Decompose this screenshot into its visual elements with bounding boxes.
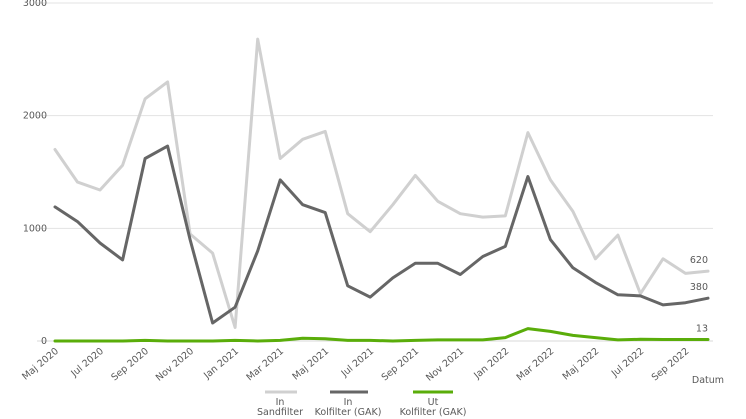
legend-item-ut-kolfilter: Ut Kolfilter (GAK) xyxy=(400,390,467,418)
x-tick-label: Mar 2021 xyxy=(244,346,286,383)
y-axis-ticks: 0 1000 2000 3000 xyxy=(23,0,47,347)
x-tick-label: Jul 2022 xyxy=(609,346,646,380)
x-tick-label: Jan 2021 xyxy=(201,346,241,382)
series-line xyxy=(53,327,710,343)
x-tick-label: Nov 2020 xyxy=(154,346,196,384)
legend-label-line1: In xyxy=(344,397,353,408)
x-tick-label: Maj 2020 xyxy=(20,346,61,383)
x-tick-label: Nov 2021 xyxy=(424,346,466,384)
x-axis-title: Datum xyxy=(692,375,724,386)
legend-label-line2: Sandfilter xyxy=(257,407,303,418)
y-tick-label: 2000 xyxy=(23,111,47,122)
x-tick-label: Sep 2021 xyxy=(380,346,422,383)
x-tick-label: Jul 2020 xyxy=(69,346,106,380)
x-tick-label: Mar 2022 xyxy=(515,346,557,383)
end-value-label: 380 xyxy=(690,282,708,293)
x-tick-label: Sep 2020 xyxy=(109,346,151,383)
legend-item-in-sandfilter: In Sandfilter xyxy=(257,390,303,418)
end-value-label: 620 xyxy=(690,255,708,266)
x-tick-label: Maj 2022 xyxy=(561,346,602,383)
legend-item-in-kolfilter: In Kolfilter (GAK) xyxy=(315,390,382,418)
x-tick-label: Maj 2021 xyxy=(290,346,331,383)
x-tick-label: Jul 2021 xyxy=(339,346,376,380)
legend-label-line1: Ut xyxy=(428,397,439,408)
x-tick-label: Jan 2022 xyxy=(471,346,511,382)
y-tick-label: 0 xyxy=(41,336,47,347)
y-tick-label: 3000 xyxy=(23,0,47,9)
legend-label-line2: Kolfilter (GAK) xyxy=(400,407,467,418)
legend: In Sandfilter In Kolfilter (GAK) Ut Kolf… xyxy=(257,390,467,418)
legend-label-line1: In xyxy=(276,397,285,408)
end-labels: 620 380 13 xyxy=(690,255,708,334)
series-line xyxy=(53,144,710,325)
series-lines xyxy=(53,37,710,343)
end-value-label: 13 xyxy=(696,324,708,335)
legend-label-line2: Kolfilter (GAK) xyxy=(315,407,382,418)
y-tick-label: 1000 xyxy=(23,223,47,234)
x-tick-label: Sep 2022 xyxy=(650,346,692,383)
x-axis-ticks: Maj 2020 Jul 2020 Sep 2020 Nov 2020 Jan 2021… xyxy=(20,346,691,384)
series-line xyxy=(53,37,710,329)
